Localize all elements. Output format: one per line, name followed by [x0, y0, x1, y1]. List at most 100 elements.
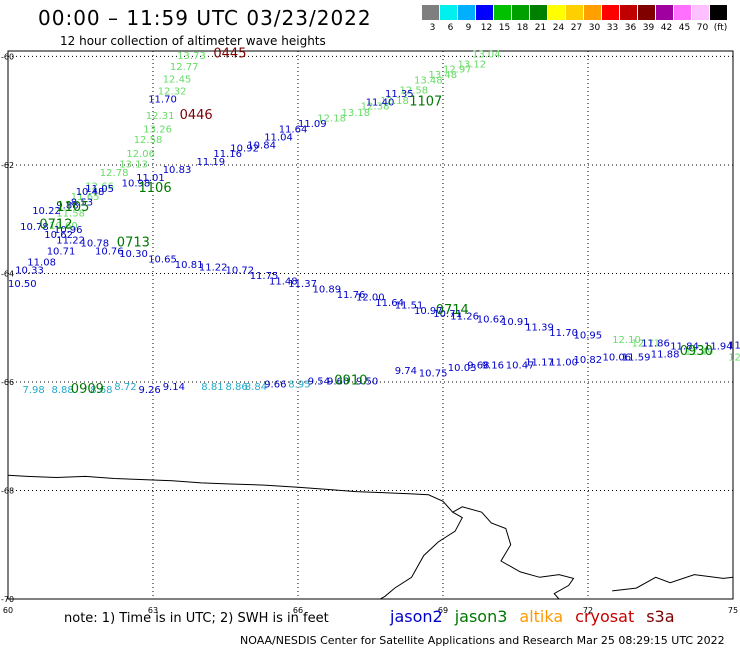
color-scale-label: 70: [696, 23, 709, 33]
swh-value: 10.84: [247, 141, 276, 152]
lon-label: 75: [728, 606, 738, 615]
color-swatch: [584, 5, 601, 20]
footnote: note: 1) Time is in UTC; 2) SWH is in fe…: [64, 611, 329, 626]
swh-value: 12.10: [612, 335, 641, 346]
coastline: [7, 474, 734, 600]
swh-value: 12.45: [163, 75, 192, 86]
swh-value: 9.60: [327, 377, 349, 388]
swh-value: 11.58: [56, 209, 85, 220]
color-scale-label: 33: [606, 23, 619, 33]
color-scale-label: 9: [465, 23, 472, 33]
swh-value: 11.01: [136, 173, 165, 184]
swh-value: 13.48: [429, 70, 458, 81]
color-swatch: [530, 5, 547, 20]
swh-value: 11.35: [385, 89, 414, 100]
color-scale-label: 24: [552, 23, 565, 33]
swh-value: 10.97: [414, 306, 443, 317]
swh-value: 13.18: [342, 108, 371, 119]
color-scale-label: 36: [624, 23, 637, 33]
swh-value: 10.72: [226, 266, 255, 277]
pass-time-label: 0712: [39, 217, 72, 232]
swh-value: 8.81: [201, 382, 223, 393]
color-scale-label: 30: [588, 23, 601, 33]
swh-value: 12.31: [146, 111, 175, 122]
swh-value: 13.04: [472, 50, 501, 61]
swh-value: 9.16: [482, 360, 504, 371]
color-swatch: [710, 5, 727, 20]
color-swatch: [566, 5, 583, 20]
swh-value: 11.40: [366, 97, 395, 108]
pass-time-label: 0713: [117, 235, 150, 250]
swh-value: 12.00: [356, 293, 385, 304]
swh-value: 9.88: [56, 200, 78, 211]
swh-value: 10.62: [477, 314, 506, 325]
swh-value: 11.04: [264, 133, 293, 144]
map-title: 00:00 – 11:59 UTC 03/23/2022: [38, 6, 372, 30]
swh-value: 12.58: [400, 85, 429, 96]
color-scale-label: (ft): [713, 23, 728, 33]
coastline-segment: [7, 474, 463, 600]
swh-value: 11.4: [728, 340, 740, 351]
color-swatch: [458, 5, 475, 20]
lat-label: -66: [1, 378, 14, 387]
coastline-segment: [452, 506, 575, 600]
lat-label: -68: [1, 486, 14, 495]
swh-value: 11.19: [197, 157, 226, 168]
legend-s3a: s3a: [646, 607, 675, 626]
swh-value: 12.97: [443, 65, 472, 76]
swh-value: 11.64: [279, 124, 308, 135]
lon-label: 63: [148, 606, 158, 615]
pass-time-label: 0446: [180, 108, 213, 123]
color-scale-label: 21: [534, 23, 547, 33]
lon-label: 60: [3, 606, 13, 615]
axis-labels: 60 63 66 69 72 75 -60 -62 -64 -66 -68 -70: [1, 52, 738, 615]
lon-label: 66: [293, 606, 303, 615]
swh-value: 10.47: [506, 360, 535, 371]
swh-value: 11.70: [148, 95, 177, 106]
swh-value: 11.94: [704, 341, 733, 352]
legend-jason3: jason3: [454, 607, 508, 626]
swh-value: 10.98: [122, 179, 151, 190]
swh-value: 11.88: [651, 350, 680, 361]
color-swatch: [602, 5, 619, 20]
swh-value: 11.08: [27, 257, 56, 268]
swh-value: 12.38: [361, 102, 390, 113]
color-swatch: [620, 5, 637, 20]
swh-value: 9.14: [163, 382, 185, 393]
swh-value: 13.48: [414, 76, 443, 87]
color-swatch: [674, 5, 691, 20]
color-scale-label: 12: [480, 23, 493, 33]
coastline-segment: [612, 574, 734, 592]
credit-line: NOAA/NESDIS Center for Satellite Applica…: [240, 634, 725, 647]
lat-label: -60: [1, 52, 14, 61]
swh-value: 12.66: [85, 181, 114, 192]
color-scale-label: 3: [429, 23, 436, 33]
swh-value: 9.54: [308, 377, 330, 388]
swh-value: 12.3: [728, 352, 740, 363]
swh-value: 11.51: [395, 301, 424, 312]
swh-value: 12.18: [317, 114, 346, 125]
color-swatch: [692, 5, 709, 20]
color-swatch: [656, 5, 673, 20]
swh-value: 8.88: [52, 385, 74, 396]
swh-value: 9.50: [356, 377, 378, 388]
swh-value: 10.48: [76, 187, 105, 198]
swh-value: 11.48: [269, 276, 298, 287]
swh-value: 7.98: [23, 385, 45, 396]
swh-value: 10.78: [20, 222, 49, 233]
color-swatch: [440, 5, 457, 20]
swh-value: 12.58: [134, 135, 163, 146]
pass-time-label: 1105: [56, 200, 89, 215]
swh-value: 11.05: [85, 184, 114, 195]
pass-time-label: 0910: [334, 374, 367, 389]
color-scale-label: 15: [498, 23, 511, 33]
color-swatch: [422, 5, 439, 20]
swh-value: 8.53: [71, 198, 93, 209]
swh-value: 9.74: [395, 366, 417, 377]
swh-value: 10.71: [47, 247, 76, 258]
map-grid: [8, 51, 733, 600]
pass-time-label: 0909: [71, 382, 104, 397]
color-swatch: [476, 5, 493, 20]
lat-label: -64: [1, 269, 14, 278]
